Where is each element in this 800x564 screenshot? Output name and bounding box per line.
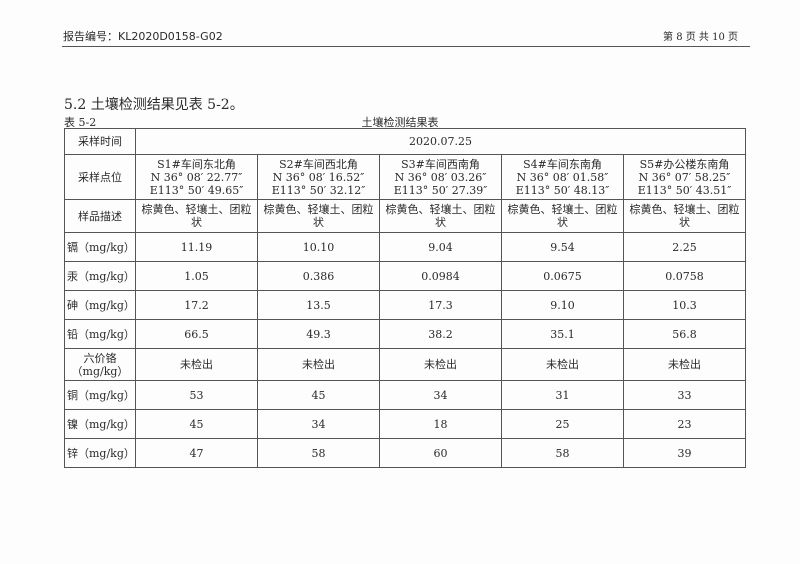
- value-cell: 49.3: [257, 319, 380, 349]
- value-cell: 18: [379, 409, 502, 439]
- analyte-label: 镉（mg/kg）: [64, 232, 136, 262]
- description-cell: 棕黄色、轻壤土、团粒状: [257, 199, 380, 233]
- value-cell: 58: [257, 438, 380, 468]
- value-cell: 34: [379, 380, 502, 410]
- sampling-time-label: 采样时间: [64, 128, 136, 155]
- value-cell: 未检出: [623, 348, 746, 381]
- soil-results-table: 采样时间 2020.07.25 采样点位 S1#车间东北角 N 36° 08′ 22…: [64, 128, 746, 468]
- description-label: 样品描述: [64, 199, 136, 233]
- value-cell: 60: [379, 438, 502, 468]
- location-n: N 36° 08′ 03.26″: [394, 170, 487, 184]
- description-cell: 棕黄色、轻壤土、团粒状: [135, 199, 258, 233]
- sampling-time: 2020.07.25: [135, 128, 746, 155]
- table-number: 表 5-2: [64, 116, 97, 129]
- value-cell: 58: [501, 438, 624, 468]
- table-row: 砷（mg/kg） 17.2 13.5 17.3 9.10 10.3: [64, 290, 746, 320]
- value-cell: 未检出: [501, 348, 624, 381]
- value-cell: 45: [135, 409, 258, 439]
- table-row: 镉（mg/kg） 11.19 10.10 9.04 9.54 2.25: [64, 232, 746, 262]
- table-title: 土壤检测结果表: [361, 116, 439, 129]
- value-cell: 10.10: [257, 232, 380, 262]
- location-cell: S2#车间西北角 N 36° 08′ 16.52″ E113° 50′ 32.12″: [257, 154, 380, 200]
- analyte-label: 汞（mg/kg）: [64, 261, 136, 291]
- value-cell: 1.05: [135, 261, 258, 291]
- value-cell: 34: [257, 409, 380, 439]
- value-cell: 9.10: [501, 290, 624, 320]
- value-cell: 9.04: [379, 232, 502, 262]
- table-row: 采样时间 2020.07.25: [64, 128, 746, 155]
- location-n: N 36° 08′ 22.77″: [150, 170, 243, 184]
- header-divider: [62, 46, 750, 47]
- value-cell: 10.3: [623, 290, 746, 320]
- location-name: S2#车间西北角: [279, 157, 358, 171]
- analyte-label: 镍（mg/kg）: [64, 409, 136, 439]
- analyte-label: 六价铬（mg/kg）: [64, 348, 136, 381]
- analyte-label: 铅（mg/kg）: [64, 319, 136, 349]
- value-cell: 66.5: [135, 319, 258, 349]
- value-cell: 31: [501, 380, 624, 410]
- location-name: S4#车间东南角: [523, 157, 602, 171]
- value-cell: 17.2: [135, 290, 258, 320]
- value-cell: 17.3: [379, 290, 502, 320]
- page-number: 第 8 页 共 10 页: [663, 32, 738, 43]
- value-cell: 0.0984: [379, 261, 502, 291]
- location-n: N 36° 08′ 16.52″: [272, 170, 365, 184]
- location-e: E113° 50′ 27.39″: [393, 183, 488, 197]
- description-cell: 棕黄色、轻壤土、团粒状: [623, 199, 746, 233]
- location-cell: S1#车间东北角 N 36° 08′ 22.77″ E113° 50′ 49.65″: [135, 154, 258, 200]
- value-cell: 53: [135, 380, 258, 410]
- value-cell: 2.25: [623, 232, 746, 262]
- value-cell: 33: [623, 380, 746, 410]
- analyte-label: 锌（mg/kg）: [64, 438, 136, 468]
- value-cell: 未检出: [257, 348, 380, 381]
- table-row: 采样点位 S1#车间东北角 N 36° 08′ 22.77″ E113° 50′ 49…: [64, 154, 746, 200]
- description-cell: 棕黄色、轻壤土、团粒状: [501, 199, 624, 233]
- description-cell: 棕黄色、轻壤土、团粒状: [379, 199, 502, 233]
- value-cell: 23: [623, 409, 746, 439]
- location-e: E113° 50′ 43.51″: [637, 183, 732, 197]
- location-name: S5#办公楼东南角: [639, 157, 730, 171]
- value-cell: 38.2: [379, 319, 502, 349]
- table-row: 镍（mg/kg） 45 34 18 25 23: [64, 409, 746, 439]
- value-cell: 45: [257, 380, 380, 410]
- table-row: 铜（mg/kg） 53 45 34 31 33: [64, 380, 746, 410]
- value-cell: 11.19: [135, 232, 258, 262]
- location-cell: S3#车间西南角 N 36° 08′ 03.26″ E113° 50′ 27.39″: [379, 154, 502, 200]
- location-cell: S4#车间东南角 N 36° 08′ 01.58″ E113° 50′ 48.13″: [501, 154, 624, 200]
- value-cell: 47: [135, 438, 258, 468]
- location-e: E113° 50′ 32.12″: [271, 183, 366, 197]
- location-e: E113° 50′ 49.65″: [149, 183, 244, 197]
- location-name: S3#车间西南角: [401, 157, 480, 171]
- value-cell: 未检出: [379, 348, 502, 381]
- location-e: E113° 50′ 48.13″: [515, 183, 610, 197]
- location-cell: S5#办公楼东南角 N 36° 07′ 58.25″ E113° 50′ 43.51…: [623, 154, 746, 200]
- value-cell: 0.0758: [623, 261, 746, 291]
- value-cell: 35.1: [501, 319, 624, 349]
- value-cell: 0.0675: [501, 261, 624, 291]
- value-cell: 13.5: [257, 290, 380, 320]
- location-label: 采样点位: [64, 154, 136, 200]
- section-heading: 5.2 土壤检测结果见表 5-2。: [64, 97, 244, 113]
- value-cell: 56.8: [623, 319, 746, 349]
- table-row: 样品描述 棕黄色、轻壤土、团粒状 棕黄色、轻壤土、团粒状 棕黄色、轻壤土、团粒状 棕黄色…: [64, 199, 746, 233]
- analyte-label: 砷（mg/kg）: [64, 290, 136, 320]
- location-n: N 36° 07′ 58.25″: [638, 170, 731, 184]
- table-row: 汞（mg/kg） 1.05 0.386 0.0984 0.0675 0.0758: [64, 261, 746, 291]
- report-number: 报告编号：KL2020D0158-G02: [63, 30, 223, 43]
- value-cell: 39: [623, 438, 746, 468]
- table-row: 铅（mg/kg） 66.5 49.3 38.2 35.1 56.8: [64, 319, 746, 349]
- analyte-label: 铜（mg/kg）: [64, 380, 136, 410]
- value-cell: 未检出: [135, 348, 258, 381]
- table-row: 锌（mg/kg） 47 58 60 58 39: [64, 438, 746, 468]
- value-cell: 25: [501, 409, 624, 439]
- location-name: S1#车间东北角: [157, 157, 236, 171]
- value-cell: 9.54: [501, 232, 624, 262]
- location-n: N 36° 08′ 01.58″: [516, 170, 609, 184]
- table-row: 六价铬（mg/kg） 未检出 未检出 未检出 未检出 未检出: [64, 348, 746, 381]
- value-cell: 0.386: [257, 261, 380, 291]
